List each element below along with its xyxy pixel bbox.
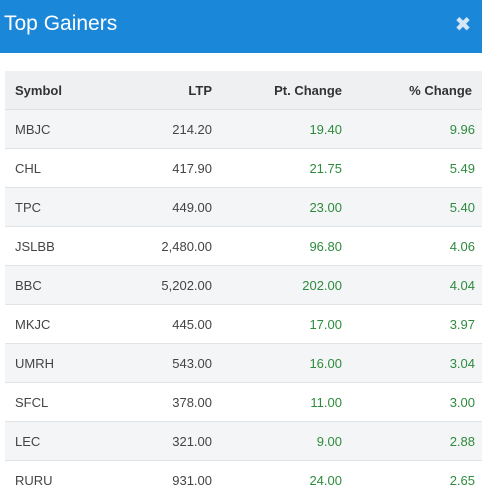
ltp-cell: 449.00 xyxy=(125,187,212,227)
pct-change-cell: 3.04 xyxy=(342,343,482,383)
pct-change-cell: 2.88 xyxy=(342,421,482,461)
ltp-cell: 5,202.00 xyxy=(125,265,212,305)
symbol-cell[interactable]: JSLBB xyxy=(5,226,125,266)
table-row[interactable]: JSLBB 2,480.00 96.80 4.06 xyxy=(5,226,482,266)
symbol-cell[interactable]: BBC xyxy=(5,265,125,305)
symbol-cell[interactable]: RURU xyxy=(5,460,125,497)
symbol-cell[interactable]: MKJC xyxy=(5,304,125,344)
symbol-cell[interactable]: MBJC xyxy=(5,109,125,149)
column-header-symbol[interactable]: Symbol xyxy=(5,71,125,110)
symbol-cell[interactable]: SFCL xyxy=(5,382,125,422)
gainers-table: Symbol LTP Pt. Change % Change MBJC 214.2… xyxy=(5,71,482,497)
ltp-cell: 378.00 xyxy=(125,382,212,422)
symbol-cell[interactable]: LEC xyxy=(5,421,125,461)
gainers-table-container: Symbol LTP Pt. Change % Change MBJC 214.2… xyxy=(5,71,482,497)
pct-change-cell: 9.96 xyxy=(342,109,482,149)
table-row[interactable]: CHL 417.90 21.75 5.49 xyxy=(5,148,482,188)
pct-change-cell: 3.97 xyxy=(342,304,482,344)
pct-change-cell: 4.06 xyxy=(342,226,482,266)
ltp-cell: 543.00 xyxy=(125,343,212,383)
ltp-cell: 214.20 xyxy=(125,109,212,149)
ltp-cell: 2,480.00 xyxy=(125,226,212,266)
table-row[interactable]: MBJC 214.20 19.40 9.96 xyxy=(5,109,482,149)
pt-change-cell: 16.00 xyxy=(212,343,342,383)
pt-change-cell: 96.80 xyxy=(212,226,342,266)
column-header-pct-change[interactable]: % Change xyxy=(342,71,482,110)
table-row[interactable]: UMRH 543.00 16.00 3.04 xyxy=(5,343,482,383)
pt-change-cell: 19.40 xyxy=(212,109,342,149)
symbol-cell[interactable]: CHL xyxy=(5,148,125,188)
pt-change-cell: 24.00 xyxy=(212,460,342,497)
pt-change-cell: 9.00 xyxy=(212,421,342,461)
table-row[interactable]: TPC 449.00 23.00 5.40 xyxy=(5,187,482,227)
pt-change-cell: 17.00 xyxy=(212,304,342,344)
pct-change-cell: 4.04 xyxy=(342,265,482,305)
pct-change-cell: 2.65 xyxy=(342,460,482,497)
ltp-cell: 321.00 xyxy=(125,421,212,461)
modal-header: Top Gainers ✖ xyxy=(0,0,482,53)
table-row[interactable]: SFCL 378.00 11.00 3.00 xyxy=(5,382,482,422)
ltp-cell: 931.00 xyxy=(125,460,212,497)
table-row[interactable]: LEC 321.00 9.00 2.88 xyxy=(5,421,482,461)
column-header-ltp[interactable]: LTP xyxy=(125,71,212,110)
table-row[interactable]: MKJC 445.00 17.00 3.97 xyxy=(5,304,482,344)
table-row[interactable]: RURU 931.00 24.00 2.65 xyxy=(5,460,482,497)
symbol-cell[interactable]: UMRH xyxy=(5,343,125,383)
ltp-cell: 445.00 xyxy=(125,304,212,344)
pct-change-cell: 5.40 xyxy=(342,187,482,227)
pct-change-cell: 3.00 xyxy=(342,382,482,422)
close-icon[interactable]: ✖ xyxy=(454,14,472,36)
table-row[interactable]: BBC 5,202.00 202.00 4.04 xyxy=(5,265,482,305)
table-body: MBJC 214.20 19.40 9.96 CHL 417.90 21.75 5.49 TPC… xyxy=(5,109,482,497)
pt-change-cell: 23.00 xyxy=(212,187,342,227)
ltp-cell: 417.90 xyxy=(125,148,212,188)
modal-title: Top Gainers xyxy=(4,12,118,35)
pt-change-cell: 11.00 xyxy=(212,382,342,422)
pct-change-cell: 5.49 xyxy=(342,148,482,188)
symbol-cell[interactable]: TPC xyxy=(5,187,125,227)
pt-change-cell: 202.00 xyxy=(212,265,342,305)
pt-change-cell: 21.75 xyxy=(212,148,342,188)
table-header-row: Symbol LTP Pt. Change % Change xyxy=(5,71,482,110)
column-header-pt-change[interactable]: Pt. Change xyxy=(212,71,342,110)
